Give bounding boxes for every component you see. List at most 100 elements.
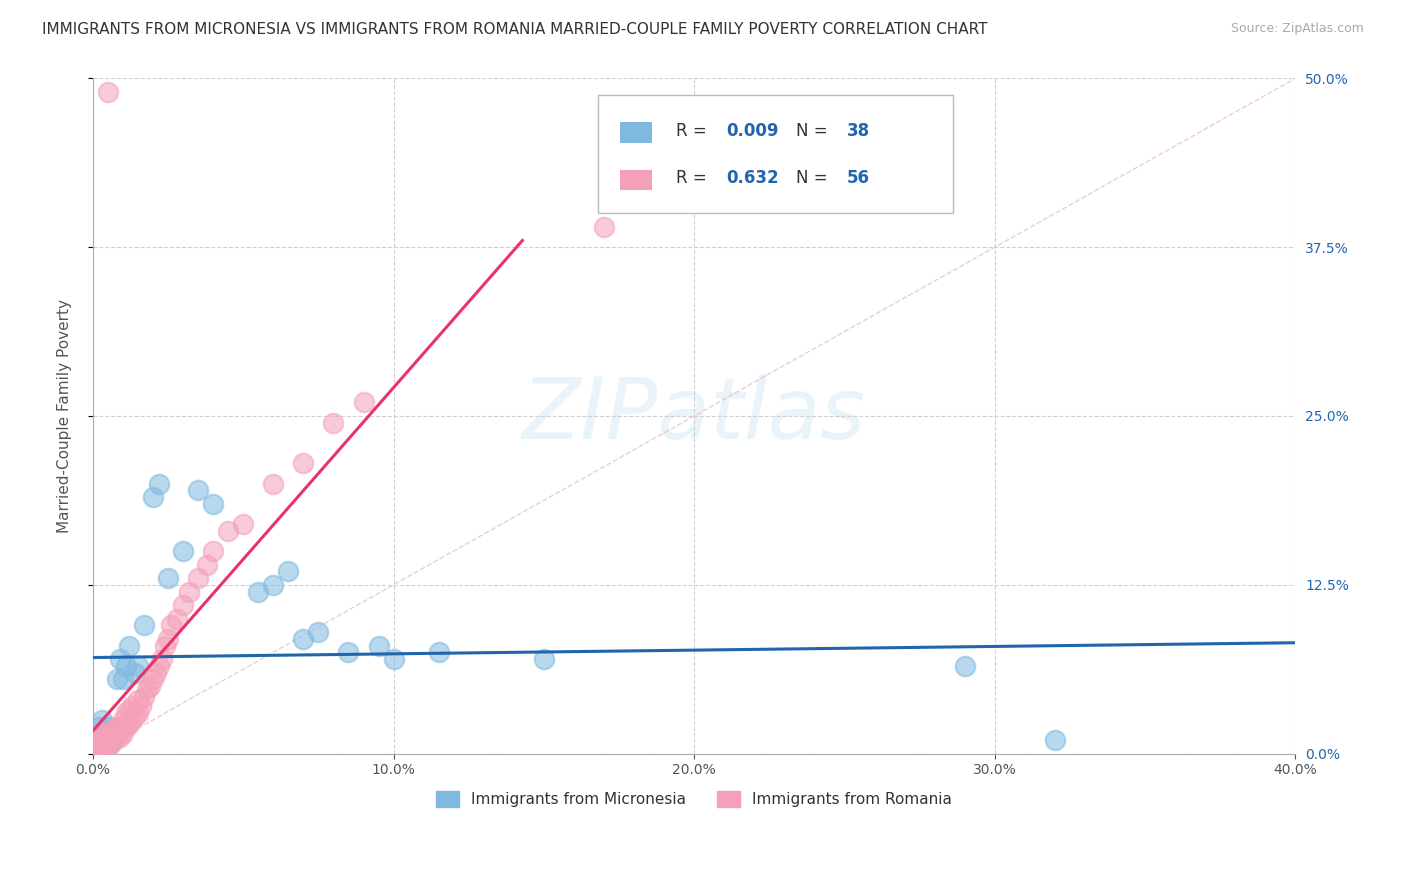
Point <box>337 645 360 659</box>
Point <box>91 726 114 740</box>
Point <box>179 584 201 599</box>
Point <box>97 85 120 99</box>
Text: 0.632: 0.632 <box>727 169 779 187</box>
Point <box>367 639 389 653</box>
Text: ZIPatlas: ZIPatlas <box>522 375 866 458</box>
Text: 56: 56 <box>846 169 870 187</box>
Point <box>100 736 122 750</box>
Point <box>150 652 173 666</box>
Point <box>202 497 225 511</box>
Point <box>91 713 114 727</box>
Point <box>277 564 299 578</box>
Text: N =: N = <box>796 122 834 140</box>
Point <box>115 719 138 733</box>
Point <box>84 744 107 758</box>
Point <box>115 706 138 720</box>
Point <box>87 736 110 750</box>
Point <box>91 733 114 747</box>
FancyBboxPatch shape <box>598 95 953 213</box>
Text: R =: R = <box>676 169 711 187</box>
Point <box>217 524 239 538</box>
Point <box>100 736 122 750</box>
Y-axis label: Married-Couple Family Poverty: Married-Couple Family Poverty <box>58 299 72 533</box>
Point <box>118 639 141 653</box>
Point <box>97 719 120 733</box>
Point <box>166 611 188 625</box>
Point <box>105 719 128 733</box>
Point <box>121 713 143 727</box>
Point <box>94 726 117 740</box>
Point <box>100 726 122 740</box>
Point <box>322 416 344 430</box>
Point <box>84 736 107 750</box>
Point <box>172 544 194 558</box>
Point <box>136 681 159 696</box>
Point <box>91 733 114 747</box>
Point <box>262 476 284 491</box>
Point <box>100 731 122 745</box>
Text: 38: 38 <box>846 122 870 140</box>
Point <box>157 632 180 646</box>
Text: Source: ZipAtlas.com: Source: ZipAtlas.com <box>1230 22 1364 36</box>
Point <box>105 731 128 745</box>
Point <box>112 726 135 740</box>
Point <box>127 706 149 720</box>
Point <box>953 658 976 673</box>
Point <box>427 645 450 659</box>
Point <box>382 652 405 666</box>
Point <box>142 490 165 504</box>
Text: N =: N = <box>796 169 834 187</box>
Point <box>103 733 125 747</box>
Point <box>94 731 117 745</box>
Text: 0.009: 0.009 <box>727 122 779 140</box>
Point <box>97 726 120 740</box>
Point <box>1043 733 1066 747</box>
Point <box>91 739 114 754</box>
Point <box>124 665 146 680</box>
Point <box>353 395 375 409</box>
Text: R =: R = <box>676 122 711 140</box>
Point <box>202 544 225 558</box>
Point <box>118 716 141 731</box>
Point <box>87 719 110 733</box>
Point <box>292 632 315 646</box>
Point <box>148 658 170 673</box>
Point <box>157 571 180 585</box>
Point <box>105 673 128 687</box>
Point <box>97 733 120 747</box>
Point <box>129 699 152 714</box>
Point <box>124 708 146 723</box>
Point <box>94 736 117 750</box>
Point <box>108 719 131 733</box>
Point <box>232 516 254 531</box>
Point <box>307 625 329 640</box>
Point <box>195 558 218 572</box>
Point <box>142 673 165 687</box>
Point <box>132 690 155 704</box>
Point <box>593 219 616 234</box>
Legend: Immigrants from Micronesia, Immigrants from Romania: Immigrants from Micronesia, Immigrants f… <box>430 785 957 814</box>
Point <box>112 673 135 687</box>
Point <box>132 618 155 632</box>
Point <box>94 739 117 754</box>
Point <box>97 733 120 747</box>
Point <box>187 483 209 498</box>
Point <box>87 733 110 747</box>
Point <box>533 652 555 666</box>
Point <box>172 598 194 612</box>
Point <box>247 584 270 599</box>
Point <box>153 639 176 653</box>
Point <box>160 618 183 632</box>
Bar <box>620 122 652 143</box>
Text: IMMIGRANTS FROM MICRONESIA VS IMMIGRANTS FROM ROMANIA MARRIED-COUPLE FAMILY POVE: IMMIGRANTS FROM MICRONESIA VS IMMIGRANTS… <box>42 22 987 37</box>
Point <box>187 571 209 585</box>
Point <box>115 658 138 673</box>
Point <box>127 658 149 673</box>
Point <box>108 652 131 666</box>
Point <box>84 739 107 754</box>
Point <box>97 739 120 754</box>
Point <box>127 692 149 706</box>
Bar <box>620 169 652 190</box>
Point <box>145 665 167 680</box>
Point <box>103 723 125 737</box>
